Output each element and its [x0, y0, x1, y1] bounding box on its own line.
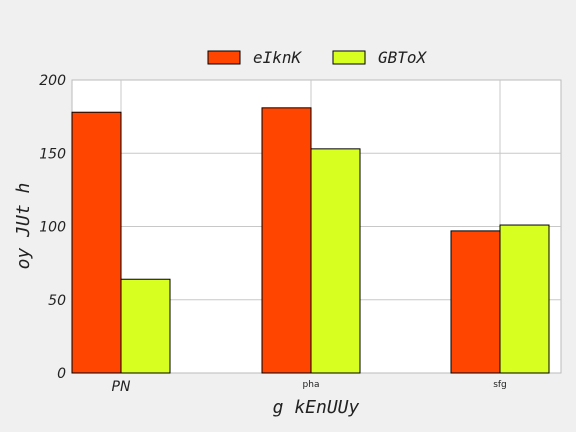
y-tick-label: 50: [48, 293, 66, 309]
legend-swatch: [207, 50, 241, 65]
legend-swatch: [332, 50, 366, 65]
x-tick-label: sfg: [493, 380, 507, 390]
bar-eIknK-PN: [71, 111, 122, 374]
bar-GBToX-pha: [310, 148, 361, 374]
legend-label: eIknK: [253, 48, 303, 67]
x-tick-label: PN: [112, 379, 131, 395]
x-tick-labels: PN pha sfg: [112, 379, 507, 395]
y-tick-label: 150: [39, 146, 66, 162]
bar-eIknK-sfg: [450, 230, 501, 374]
bars: [71, 107, 550, 374]
bar-GBToX-PN: [120, 278, 171, 374]
y-tick-label: 100: [39, 220, 66, 236]
y-tick-labels: 0 50 100 150 200: [39, 73, 66, 382]
legend: eIknK GBToX: [207, 48, 428, 67]
y-tick-label: 0: [57, 366, 66, 382]
bar-GBToX-sfg: [499, 224, 550, 374]
y-axis-label: oy JUt h: [13, 183, 34, 270]
bar-eIknK-pha: [261, 107, 312, 374]
x-tick-label: pha: [303, 380, 320, 390]
legend-label: GBToX: [378, 48, 428, 67]
y-tick-label: 200: [39, 73, 66, 89]
x-axis-label: g kEnUUy: [273, 397, 360, 418]
